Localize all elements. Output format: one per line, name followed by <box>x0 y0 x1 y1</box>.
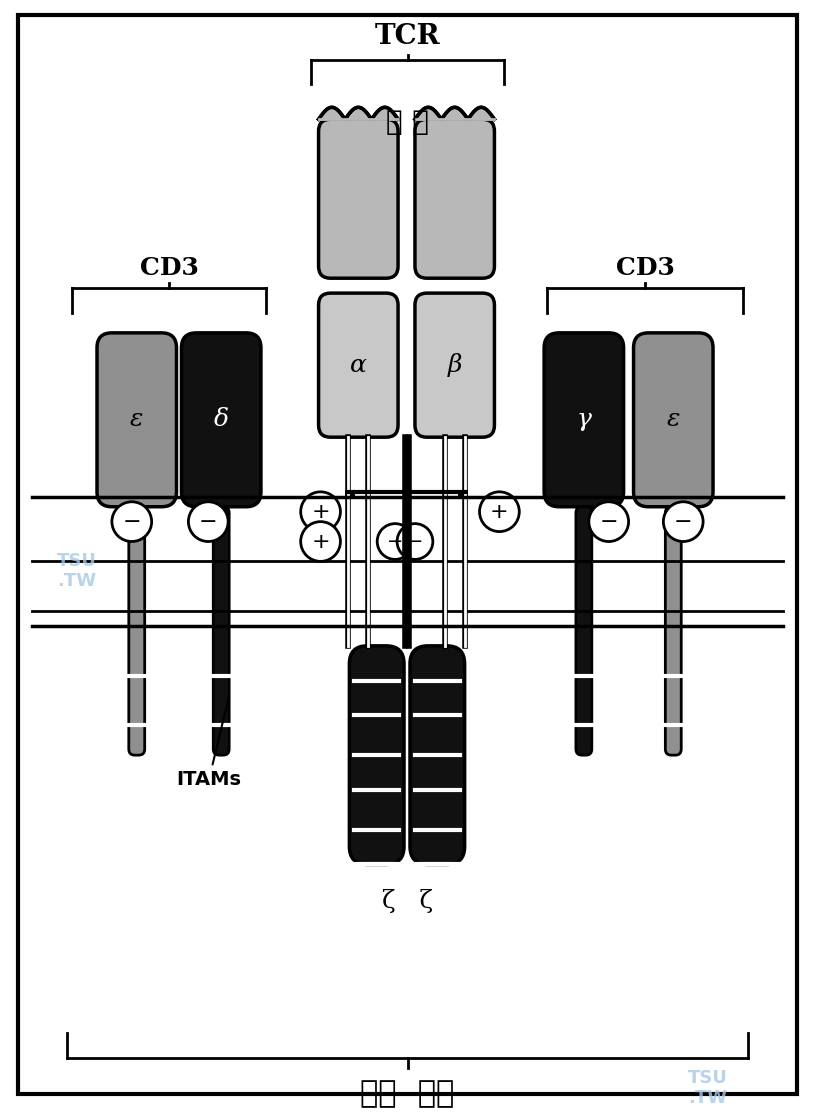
Text: TCR: TCR <box>375 22 440 50</box>
Circle shape <box>663 502 703 541</box>
FancyBboxPatch shape <box>665 507 681 756</box>
Text: ε: ε <box>130 408 143 431</box>
Text: ζ   ζ: ζ ζ <box>381 889 433 913</box>
Text: α: α <box>350 354 367 377</box>
Text: +: + <box>311 502 330 521</box>
Text: 信号  转导: 信号 转导 <box>360 1078 455 1109</box>
Bar <box>33 561 782 612</box>
FancyBboxPatch shape <box>350 646 404 865</box>
FancyBboxPatch shape <box>633 333 713 507</box>
Text: 识 别: 识 别 <box>386 109 429 136</box>
Circle shape <box>301 521 341 561</box>
Circle shape <box>588 502 628 541</box>
Text: γ: γ <box>576 408 592 431</box>
FancyBboxPatch shape <box>415 294 495 437</box>
Bar <box>458 490 468 498</box>
FancyBboxPatch shape <box>214 507 229 756</box>
FancyBboxPatch shape <box>415 119 495 278</box>
Text: TSU: TSU <box>688 1069 728 1087</box>
FancyBboxPatch shape <box>319 119 398 278</box>
FancyBboxPatch shape <box>129 507 145 756</box>
Text: CD3: CD3 <box>139 257 199 280</box>
Circle shape <box>479 492 519 531</box>
Text: −: − <box>122 511 141 531</box>
Bar <box>346 490 355 498</box>
Circle shape <box>301 492 341 531</box>
Text: +: + <box>311 531 330 551</box>
Text: ITAMs: ITAMs <box>177 699 241 789</box>
FancyBboxPatch shape <box>544 333 623 507</box>
FancyBboxPatch shape <box>319 294 398 437</box>
Circle shape <box>377 523 413 559</box>
Text: β: β <box>447 353 462 377</box>
Text: −: − <box>599 511 618 531</box>
Text: .TW: .TW <box>57 573 96 590</box>
Circle shape <box>397 523 433 559</box>
Text: −: − <box>199 511 218 531</box>
Text: TSU: TSU <box>57 552 97 570</box>
Text: ε: ε <box>667 408 680 431</box>
Circle shape <box>188 502 228 541</box>
FancyBboxPatch shape <box>97 333 177 507</box>
Text: .TW: .TW <box>688 1089 727 1107</box>
FancyBboxPatch shape <box>182 333 261 507</box>
Text: +: + <box>490 502 509 521</box>
Text: −: − <box>407 532 423 551</box>
Text: δ: δ <box>214 408 229 431</box>
FancyBboxPatch shape <box>410 646 465 865</box>
Text: −: − <box>387 532 403 551</box>
Text: −: − <box>674 511 693 531</box>
Text: CD3: CD3 <box>615 257 674 280</box>
Circle shape <box>112 502 152 541</box>
FancyBboxPatch shape <box>576 507 592 756</box>
